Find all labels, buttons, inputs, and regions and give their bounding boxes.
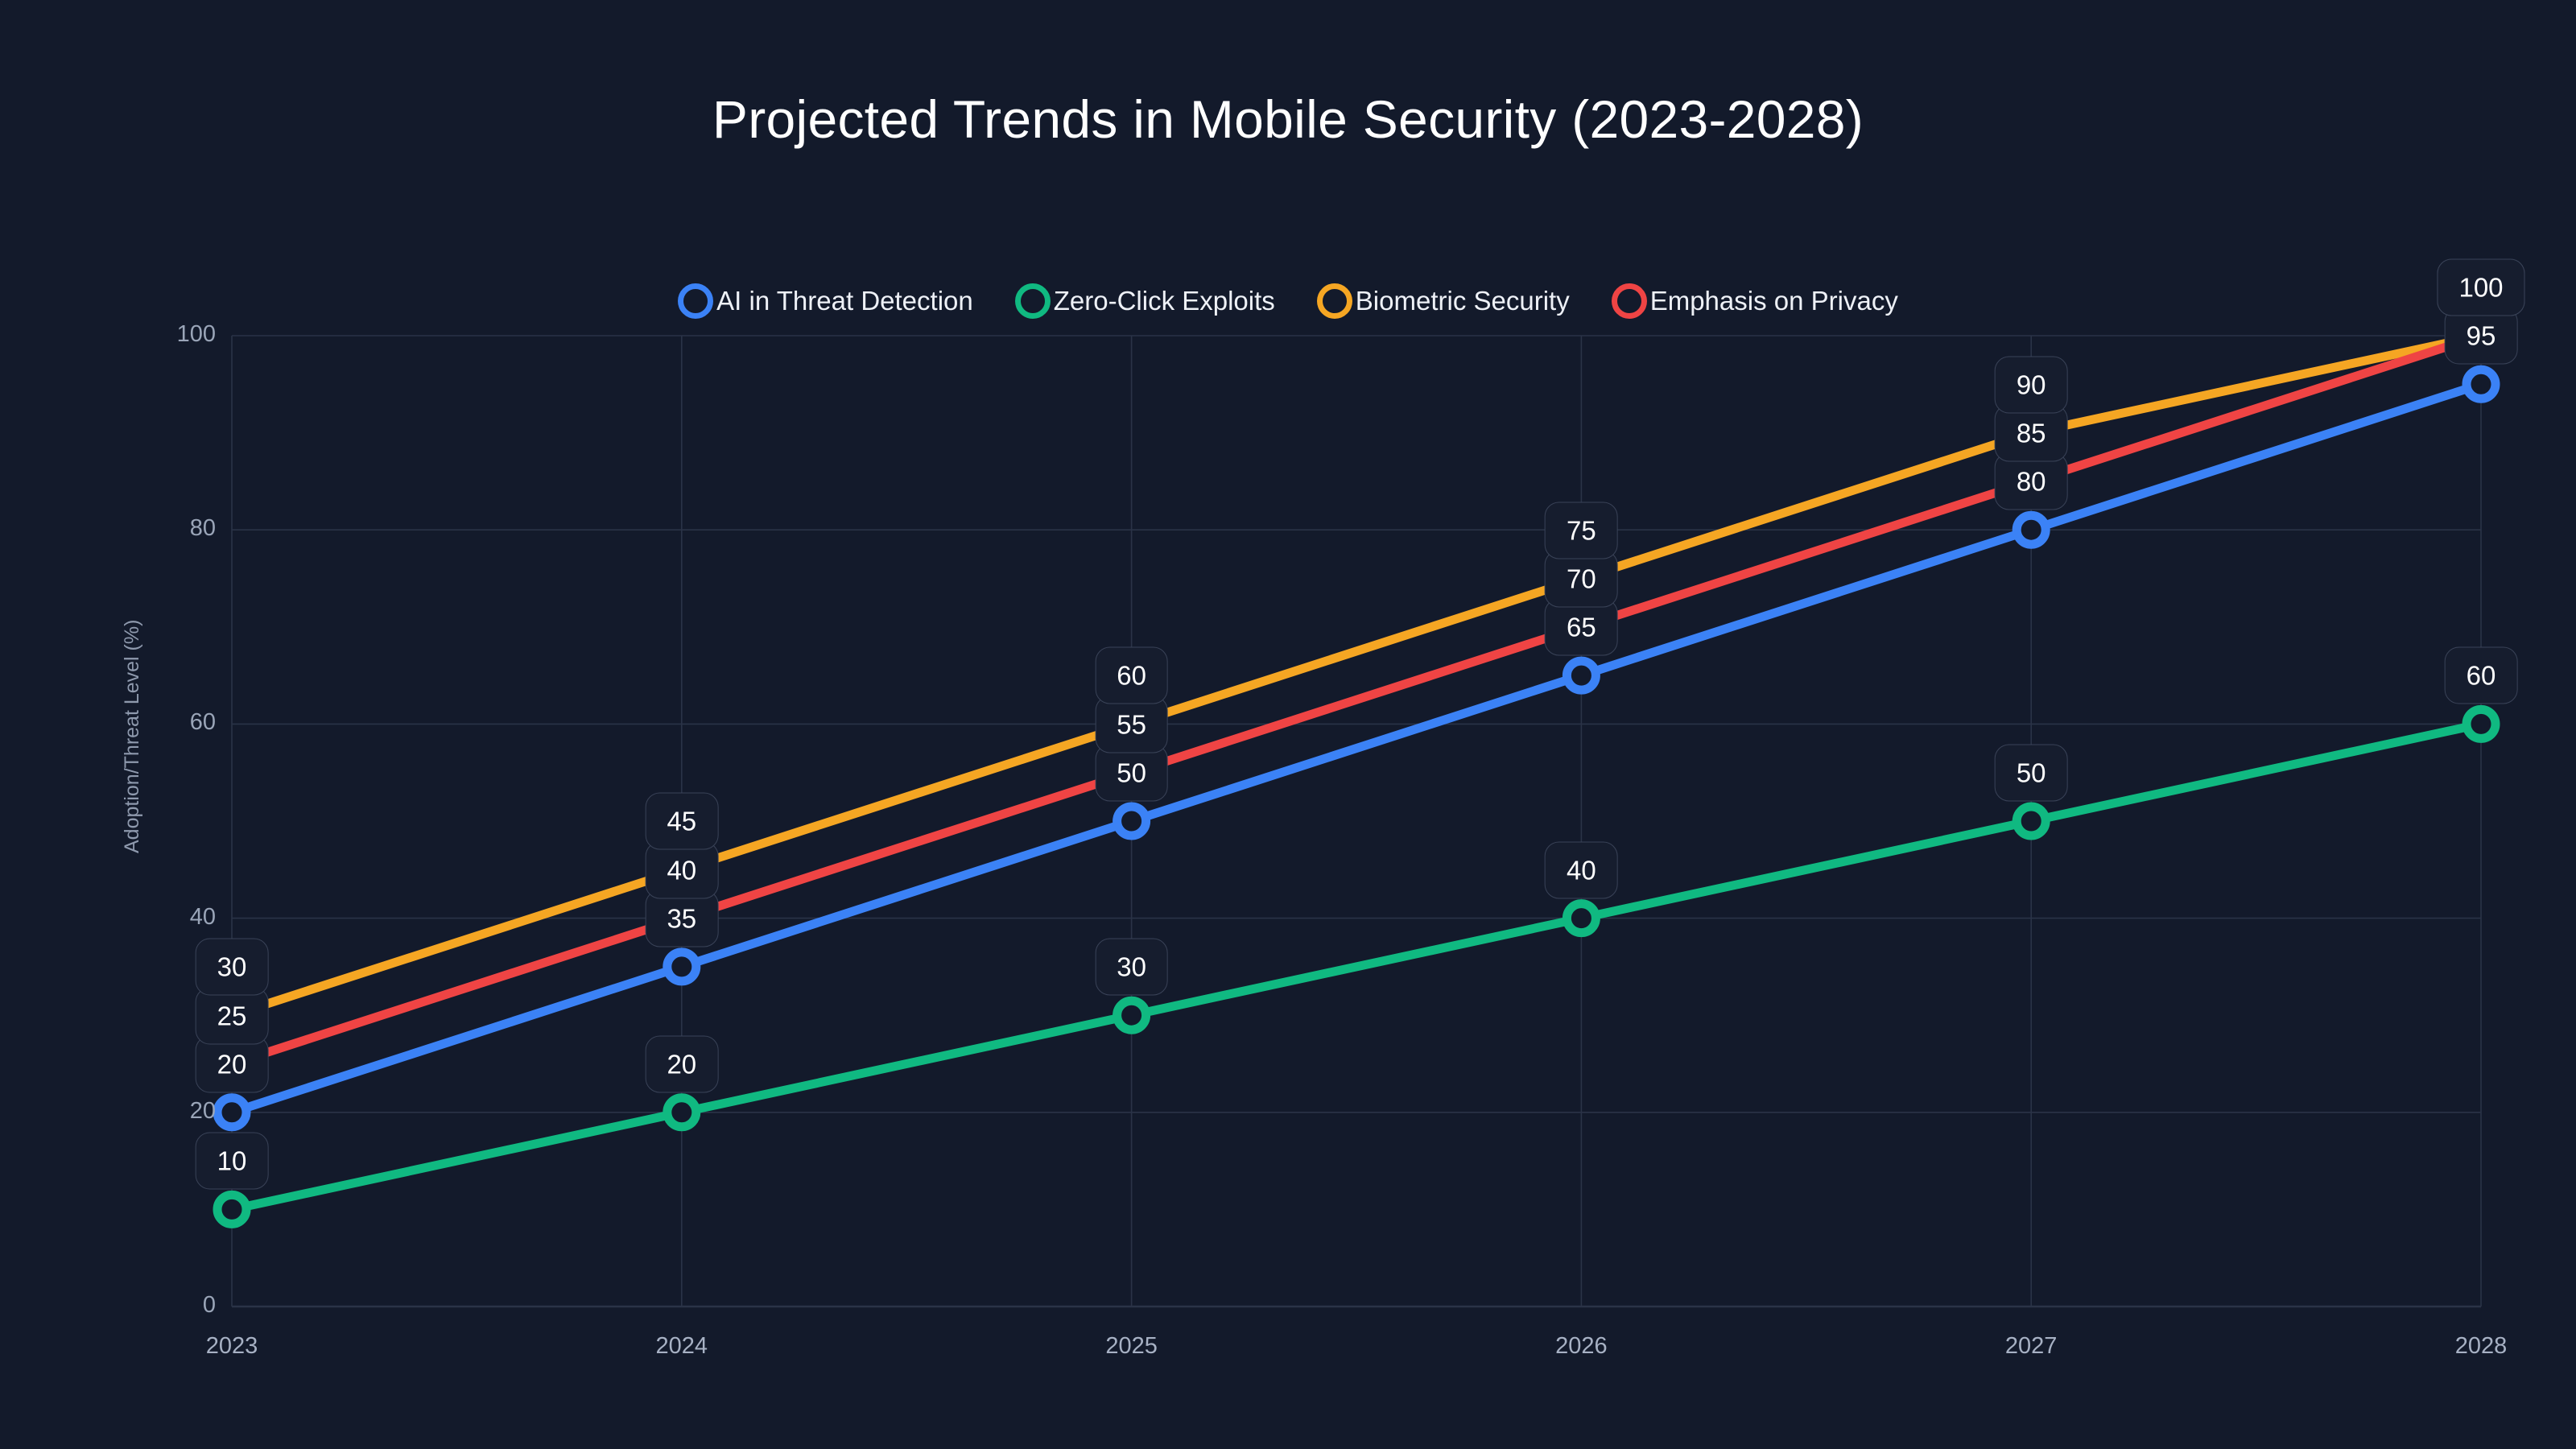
page-title: Projected Trends in Mobile Security (202… (712, 89, 1864, 149)
series-line-3 (227, 331, 2486, 1068)
y-axis-tick-label: 40 (189, 903, 216, 930)
data-point-label: 25 (195, 987, 269, 1044)
data-point-label: 95 (2444, 307, 2518, 365)
legend-item-label: Emphasis on Privacy (1649, 286, 1898, 316)
y-axis-tick-label: 20 (189, 1097, 216, 1124)
data-point-marker[interactable] (663, 947, 701, 986)
legend-item-label: Biometric Security (1355, 286, 1570, 316)
data-point-marker[interactable] (2012, 802, 2050, 840)
data-point-label: 55 (1095, 696, 1168, 753)
legend-item-0[interactable]: AI in Threat Detection (678, 283, 973, 319)
legend-item-2[interactable]: Biometric Security (1316, 283, 1570, 319)
y-axis-tick-label: 80 (189, 515, 216, 542)
data-point-marker[interactable] (2462, 365, 2500, 403)
series-line-2 (227, 331, 2486, 1020)
data-point-label: 35 (645, 890, 719, 947)
data-point-label: 75 (1545, 502, 1618, 559)
data-point-label: 90 (1994, 356, 2068, 414)
legend-item-3[interactable]: Emphasis on Privacy (1611, 283, 1898, 319)
circle-outline-icon (1611, 283, 1647, 319)
data-point-label: 60 (1095, 646, 1168, 704)
data-point-label: 40 (1545, 841, 1618, 899)
data-point-marker[interactable] (663, 1093, 701, 1132)
y-axis-tick-label: 100 (176, 321, 216, 347)
circle-outline-icon (678, 283, 714, 319)
data-point-label: 20 (195, 1035, 269, 1093)
x-axis-tick-label: 2023 (205, 1333, 258, 1359)
series-line-1 (227, 719, 2486, 1214)
data-point-label: 50 (1994, 744, 2068, 802)
data-point-marker[interactable] (1113, 802, 1151, 840)
x-axis-tick-label: 2025 (1105, 1333, 1158, 1359)
x-axis-tick-label: 2026 (1555, 1333, 1608, 1359)
data-point-label: 30 (195, 938, 269, 996)
x-axis-tick-label: 2024 (655, 1333, 708, 1359)
data-point-marker[interactable] (213, 1093, 251, 1132)
data-point-label: 60 (2444, 646, 2518, 704)
data-point-label: 30 (1095, 938, 1168, 996)
circle-outline-icon (1014, 283, 1051, 319)
legend-item-label: Zero-Click Exploits (1053, 286, 1275, 316)
data-point-label: 80 (1994, 452, 2068, 510)
data-point-label: 100 (2437, 258, 2525, 316)
data-point-marker[interactable] (1113, 996, 1151, 1034)
circle-outline-icon (1316, 283, 1352, 319)
data-point-marker[interactable] (2462, 704, 2500, 743)
data-point-label: 10 (195, 1132, 269, 1190)
data-point-label: 85 (1994, 404, 2068, 462)
legend-item-1[interactable]: Zero-Click Exploits (1014, 283, 1275, 319)
data-point-label: 70 (1545, 550, 1618, 608)
data-point-label: 20 (645, 1035, 719, 1093)
data-point-marker[interactable] (1562, 656, 1600, 695)
data-point-label: 65 (1545, 598, 1618, 656)
chart-legend: AI in Threat Detection Zero-Click Exploit… (0, 283, 2576, 319)
y-axis-tick-label: 0 (202, 1292, 216, 1318)
y-axis-title: Adoption/Threat Level (%) (121, 619, 143, 853)
data-point-marker[interactable] (2012, 510, 2050, 549)
data-point-label: 45 (645, 792, 719, 850)
data-point-label: 40 (645, 841, 719, 899)
data-point-marker[interactable] (213, 1190, 251, 1228)
x-axis-tick-label: 2027 (2004, 1333, 2058, 1359)
legend-item-label: AI in Threat Detection (716, 286, 973, 316)
series-line-0 (227, 379, 2486, 1117)
data-point-label: 50 (1095, 744, 1168, 802)
x-axis-tick-label: 2028 (2454, 1333, 2508, 1359)
y-axis-tick-label: 60 (189, 709, 216, 736)
data-point-marker[interactable] (1562, 899, 1600, 938)
